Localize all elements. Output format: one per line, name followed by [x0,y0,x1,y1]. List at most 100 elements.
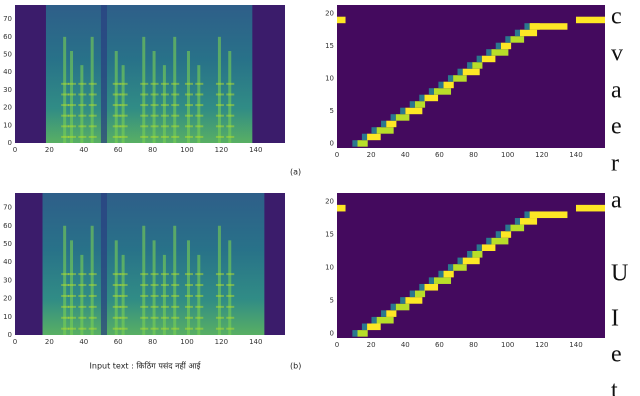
spectrogram-band [150,93,159,96]
alignment-halo [457,257,463,265]
spectrogram-band [68,294,77,297]
alignment-step [386,310,397,317]
spectrogram-band [119,327,128,330]
spectrogram-band [119,305,128,308]
spectrogram-band [195,284,204,287]
alignment-halo [438,81,444,89]
spectrogram-band [184,114,193,117]
alignment-step [414,290,426,298]
alignment-step [500,42,512,50]
spectrogram-band [150,294,159,297]
y-tick-label: 50 [3,240,12,248]
spectrogram-band [68,273,77,276]
alignment-halo [514,218,520,225]
alignment-step [395,114,410,121]
spectrogram-band [78,135,87,138]
spectrogram-band [88,294,97,297]
spectrogram-band [215,273,224,276]
x-tick-label: 140 [569,151,582,159]
spectrogram-band [150,284,159,287]
x-tick-label: 140 [249,338,262,346]
spectrogram-band [226,284,235,287]
alignment-step [376,316,394,324]
alignment-halo [371,127,377,134]
spectrogram-band [140,135,149,138]
spectrogram-band [226,82,235,85]
y-tick-label: 60 [3,33,12,41]
x-tick-label: 80 [148,338,157,346]
spectrogram-band [160,114,169,117]
spectrogram-band [160,135,169,138]
x-tick-label: 20 [45,146,54,154]
alignment-step [443,270,454,278]
spectrogram-band [78,104,87,107]
spectrogram-band [61,273,70,276]
x-tick-label: 80 [469,151,478,159]
alignment-halo [438,270,444,278]
spectrogram-band [195,305,204,308]
spectrogram-band [88,284,97,287]
alignment-halo [428,88,434,95]
spectrogram-band [160,327,169,330]
spectrogram-band [195,82,204,85]
spectrogram-band [171,135,180,138]
x-tick-label: 40 [401,151,410,159]
spectrogram-band [68,125,77,128]
spectrogram-band [195,316,204,319]
alignment-halo [476,244,482,251]
x-tick-label: 20 [45,338,54,346]
spectrogram-band [88,104,97,107]
x-tick-label: 40 [401,341,410,349]
spectrogram-band [160,316,169,319]
alignment-halo [467,62,473,69]
spectrogram-band [184,305,193,308]
spectrogram-band [140,82,149,85]
spectrogram-streak [63,225,67,335]
spectrogram-band [112,316,121,319]
spectrogram-band [68,305,77,308]
spectrogram-streak [142,225,146,335]
alignment-halo [400,107,406,115]
spectrogram-band [171,104,180,107]
spectrogram-band [160,93,169,96]
spectrogram-band [112,82,121,85]
spectrogram-band [78,93,87,96]
alignment-step [443,81,454,89]
alignment-halo [486,237,492,245]
alignment-halo [495,231,501,238]
alignment-bar [337,204,346,212]
spectrogram-band [226,135,235,138]
alignment-step [357,330,368,337]
side-text: r [611,151,619,177]
alignment-halo [361,323,368,331]
spectrogram-band [171,273,180,276]
spectrogram-band [160,125,169,128]
y-tick-label: 10 [325,74,334,82]
alignment-halo [371,316,377,324]
alignment-step [424,283,439,291]
spectrogram-band [61,327,70,330]
y-tick-label: 40 [3,68,12,76]
alignment-step [481,244,496,251]
spectrogram-band [112,327,121,330]
y-tick-label: 5 [330,296,334,304]
spectrogram-band [61,82,70,85]
spectrogram-band [78,284,87,287]
spectrogram-band [140,125,149,128]
spectrogram-band [215,284,224,287]
alignment-step [462,68,480,76]
alignment-step [519,218,538,225]
spectrogram-band [215,104,224,107]
y-tick-label: 10 [325,263,334,271]
spectrogram-streak [228,51,232,143]
alignment-step [367,133,381,141]
spectrogram-band [226,273,235,276]
alignment-step [424,94,439,102]
x-tick-label: 0 [13,338,17,346]
spectrogram-band [226,125,235,128]
spectrogram-band [140,294,149,297]
spectrogram-band [88,93,97,96]
spectrogram-band [68,104,77,107]
alignment-halo [447,75,454,82]
alignment-step [472,62,483,69]
